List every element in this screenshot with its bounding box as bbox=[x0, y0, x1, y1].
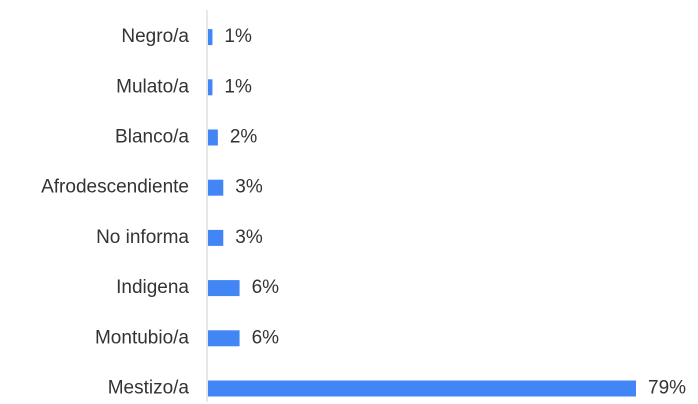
category-label: Indigena bbox=[116, 277, 189, 298]
category-label: Blanco/a bbox=[115, 127, 189, 148]
value-label: 6% bbox=[252, 327, 280, 348]
value-label: 3% bbox=[235, 177, 263, 198]
bar bbox=[208, 129, 218, 146]
bar bbox=[208, 229, 224, 246]
value-label: 79% bbox=[648, 378, 686, 399]
value-label: 3% bbox=[235, 227, 263, 248]
value-label: 6% bbox=[252, 277, 280, 298]
bar bbox=[208, 330, 240, 347]
bar bbox=[208, 179, 224, 196]
category-label: Mulato/a bbox=[116, 76, 189, 97]
bar bbox=[208, 79, 213, 96]
category-label: Afrodescendiente bbox=[41, 177, 189, 198]
value-label: 1% bbox=[224, 76, 252, 97]
bar bbox=[208, 29, 213, 46]
value-label: 2% bbox=[230, 127, 258, 148]
category-label: Mestizo/a bbox=[108, 378, 190, 399]
category-label: No informa bbox=[96, 227, 189, 248]
category-label: Montubio/a bbox=[95, 327, 189, 348]
bar bbox=[208, 280, 240, 297]
bar bbox=[208, 380, 636, 397]
value-label: 1% bbox=[224, 26, 252, 47]
category-label: Negro/a bbox=[121, 26, 189, 47]
